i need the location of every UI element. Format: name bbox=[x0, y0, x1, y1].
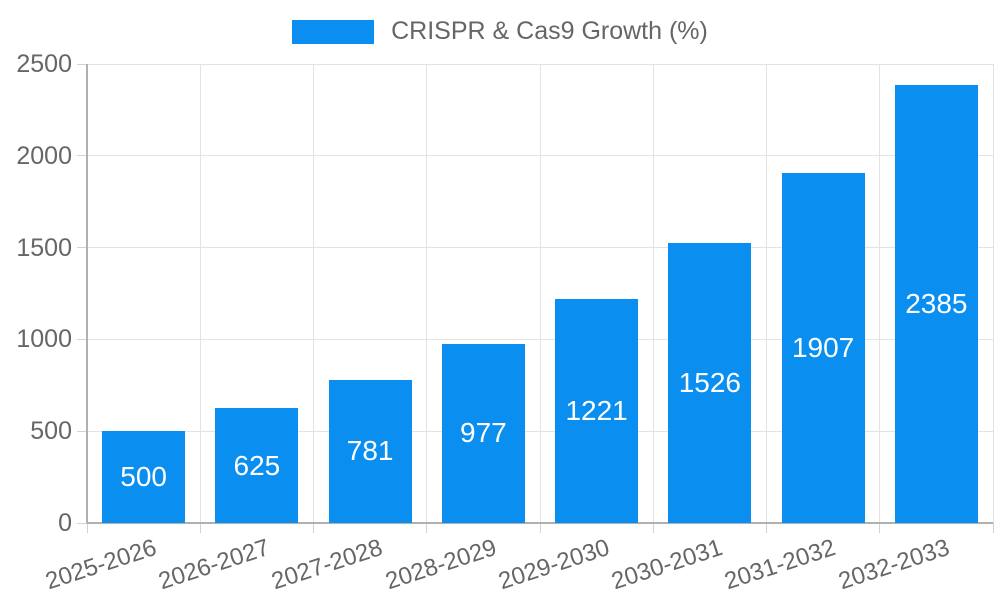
bar-value-label: 1907 bbox=[791, 331, 855, 363]
bar[interactable]: 625 bbox=[215, 408, 299, 523]
y-axis-label: 1000 bbox=[16, 325, 72, 354]
x-axis-label: 2028-2029 bbox=[381, 534, 500, 596]
gridline-v bbox=[766, 64, 767, 523]
bar[interactable]: 1526 bbox=[668, 242, 752, 523]
bar-value-label: 1526 bbox=[678, 366, 742, 398]
bar-value-label: 781 bbox=[346, 435, 394, 467]
y-tick bbox=[77, 430, 87, 432]
legend-swatch bbox=[292, 19, 375, 44]
bar-value-label: 2385 bbox=[905, 288, 968, 320]
x-tick bbox=[766, 523, 767, 533]
gridline-v bbox=[313, 64, 314, 523]
y-tick bbox=[77, 155, 87, 157]
gridline-v bbox=[992, 64, 994, 523]
bar-value-label: 625 bbox=[233, 449, 281, 481]
y-tick bbox=[77, 522, 87, 524]
legend-item[interactable]: CRISPR & Cas9 Growth (%) bbox=[0, 19, 1000, 44]
x-axis-label: 2031-2032 bbox=[721, 534, 840, 596]
bar-value-label: 1221 bbox=[565, 394, 628, 426]
y-axis-label: 2500 bbox=[16, 50, 72, 78]
bar[interactable]: 1907 bbox=[781, 172, 865, 523]
x-tick bbox=[86, 523, 88, 533]
x-axis-label: 2029-2030 bbox=[495, 534, 613, 596]
x-tick bbox=[426, 523, 428, 533]
x-axis-label: 2026-2027 bbox=[155, 534, 273, 596]
gridline-v bbox=[652, 64, 654, 523]
x-tick bbox=[652, 523, 654, 533]
legend-label: CRISPR & Cas9 Growth (%) bbox=[391, 17, 708, 45]
y-axis-label: 1500 bbox=[16, 233, 72, 262]
bar[interactable]: 781 bbox=[328, 379, 412, 523]
x-axis-label: 2025-2026 bbox=[42, 534, 160, 596]
x-axis-line bbox=[87, 522, 993, 524]
x-tick bbox=[539, 523, 541, 533]
gridline-v bbox=[879, 64, 881, 523]
gridline-v bbox=[199, 64, 201, 523]
bar[interactable]: 500 bbox=[102, 431, 186, 523]
x-axis-label: 2030-2031 bbox=[608, 534, 726, 596]
y-axis-label: 0 bbox=[58, 509, 72, 537]
y-tick bbox=[77, 63, 87, 65]
y-axis-label: 500 bbox=[30, 417, 72, 446]
x-axis-label: 2027-2028 bbox=[268, 534, 387, 596]
bar[interactable]: 2385 bbox=[894, 85, 978, 523]
x-tick bbox=[313, 523, 314, 533]
y-tick bbox=[77, 247, 87, 249]
y-axis-label: 2000 bbox=[16, 141, 72, 170]
bar[interactable]: 1221 bbox=[555, 298, 639, 523]
y-axis-line bbox=[86, 64, 88, 523]
x-tick bbox=[199, 523, 201, 533]
x-axis-label: 2032-2033 bbox=[834, 534, 953, 596]
x-tick bbox=[992, 523, 994, 533]
bar[interactable]: 977 bbox=[441, 343, 525, 523]
y-tick bbox=[77, 338, 87, 340]
bar-value-label: 977 bbox=[460, 417, 507, 449]
gridline-v bbox=[426, 64, 428, 523]
x-tick bbox=[879, 523, 881, 533]
gridline-v bbox=[539, 64, 541, 523]
bar-value-label: 500 bbox=[120, 461, 167, 493]
